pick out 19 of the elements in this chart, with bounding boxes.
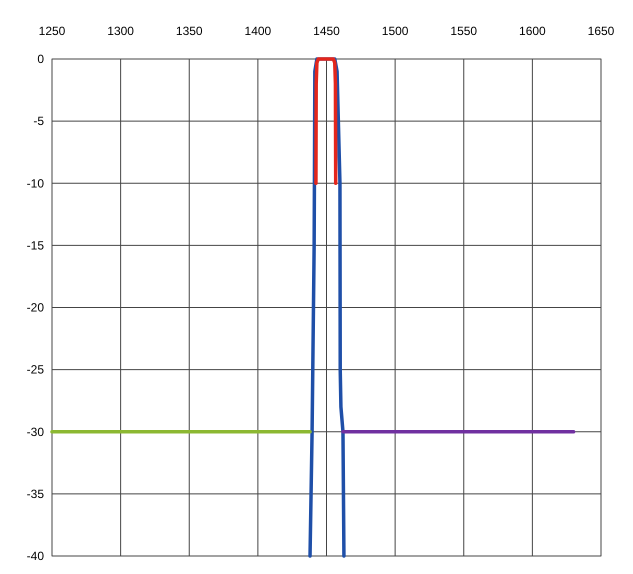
y-tick-label: -15 (26, 238, 44, 252)
x-tick-label: 1300 (107, 24, 134, 38)
y-tick-label: 0 (37, 52, 44, 66)
y-tick-label: -10 (26, 176, 44, 190)
x-tick-label: 1650 (588, 24, 615, 38)
x-tick-label: 1600 (519, 24, 546, 38)
y-tick-label: -30 (26, 424, 44, 439)
x-tick-label: 1400 (244, 24, 272, 38)
x-tick-label: 1500 (382, 24, 409, 38)
line-series (314, 57, 338, 185)
y-tick-label: -20 (26, 300, 44, 314)
x-tick-label: 1350 (176, 24, 203, 38)
y-tick-label: -5 (33, 114, 44, 128)
y-tick-label: -25 (26, 362, 44, 377)
x-tick-label: 1550 (450, 24, 478, 38)
y-tick-label: -40 (26, 549, 44, 563)
x-tick-label: 1250 (38, 24, 66, 38)
y-tick-label: -35 (26, 486, 44, 501)
x-tick-label: 1450 (313, 24, 340, 38)
